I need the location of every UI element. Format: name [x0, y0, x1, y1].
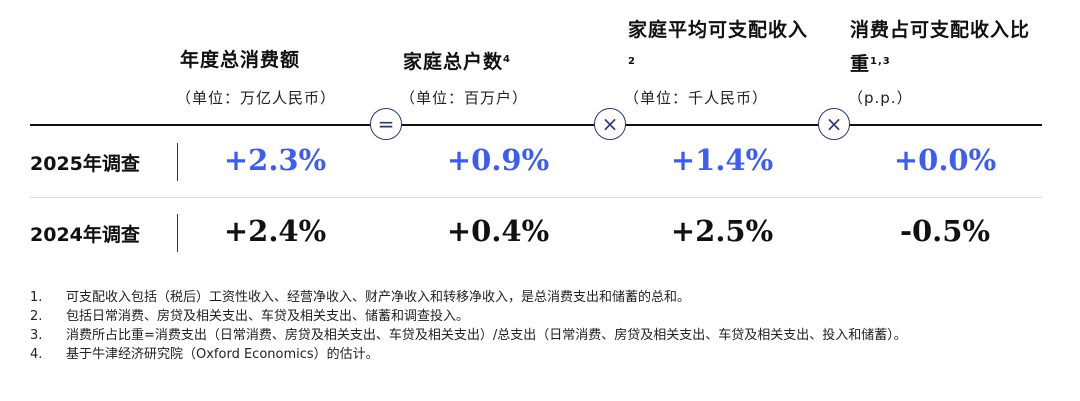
row-divider — [177, 214, 178, 252]
column-header-consumption-share: 消费占可支配收入比重1,3 — [850, 19, 1031, 75]
footnote: 1. 可支配收入包括（税后）工资性收入、经营净收入、财产净收入和转移净收入，是总消… — [30, 290, 691, 305]
unit-label: （单位：千人民币） — [624, 89, 769, 107]
row-label-2025: 2025年调查 — [30, 153, 140, 175]
row-label-2024: 2024年调查 — [30, 224, 140, 246]
value-2024-consumption: +2.4% — [223, 214, 327, 248]
equals-icon: = — [370, 108, 402, 140]
times-icon: × — [594, 108, 626, 140]
footnote: 4. 基于牛津经济研究院（Oxford Economics）的估计。 — [30, 347, 379, 362]
column-header-total-consumption: 年度总消费额 — [180, 49, 301, 71]
footnote: 3. 消费所占比重=消费支出（日常消费、房贷及相关支出、车贷及相关支出）/总支出（… — [30, 328, 907, 343]
value-2025-households: +0.9% — [446, 143, 550, 177]
column-header-households: 家庭总户数4 — [403, 51, 511, 73]
row-separator — [30, 197, 1042, 198]
unit-label: （p.p.） — [848, 89, 913, 107]
row-divider — [177, 143, 178, 181]
times-icon: × — [818, 108, 850, 140]
value-2025-income: +1.4% — [670, 143, 774, 177]
value-2025-consumption: +2.3% — [223, 143, 327, 177]
column-header-disposable-income: 家庭平均可支配收入2 — [628, 19, 809, 67]
unit-label: （单位：百万户） — [400, 89, 529, 107]
value-2024-share: -0.5% — [899, 214, 991, 248]
value-2024-income: +2.5% — [670, 214, 774, 248]
header-rule — [30, 124, 1042, 126]
value-2024-households: +0.4% — [446, 214, 550, 248]
value-2025-share: +0.0% — [893, 143, 997, 177]
footnotes: 1. 可支配收入包括（税后）工资性收入、经营净收入、财产净收入和转移净收入，是总消… — [30, 288, 1040, 364]
footnote: 2. 包括日常消费、房贷及相关支出、车贷及相关支出、储蓄和调查投入。 — [30, 309, 470, 324]
unit-label: （单位：万亿人民币） — [176, 89, 337, 107]
